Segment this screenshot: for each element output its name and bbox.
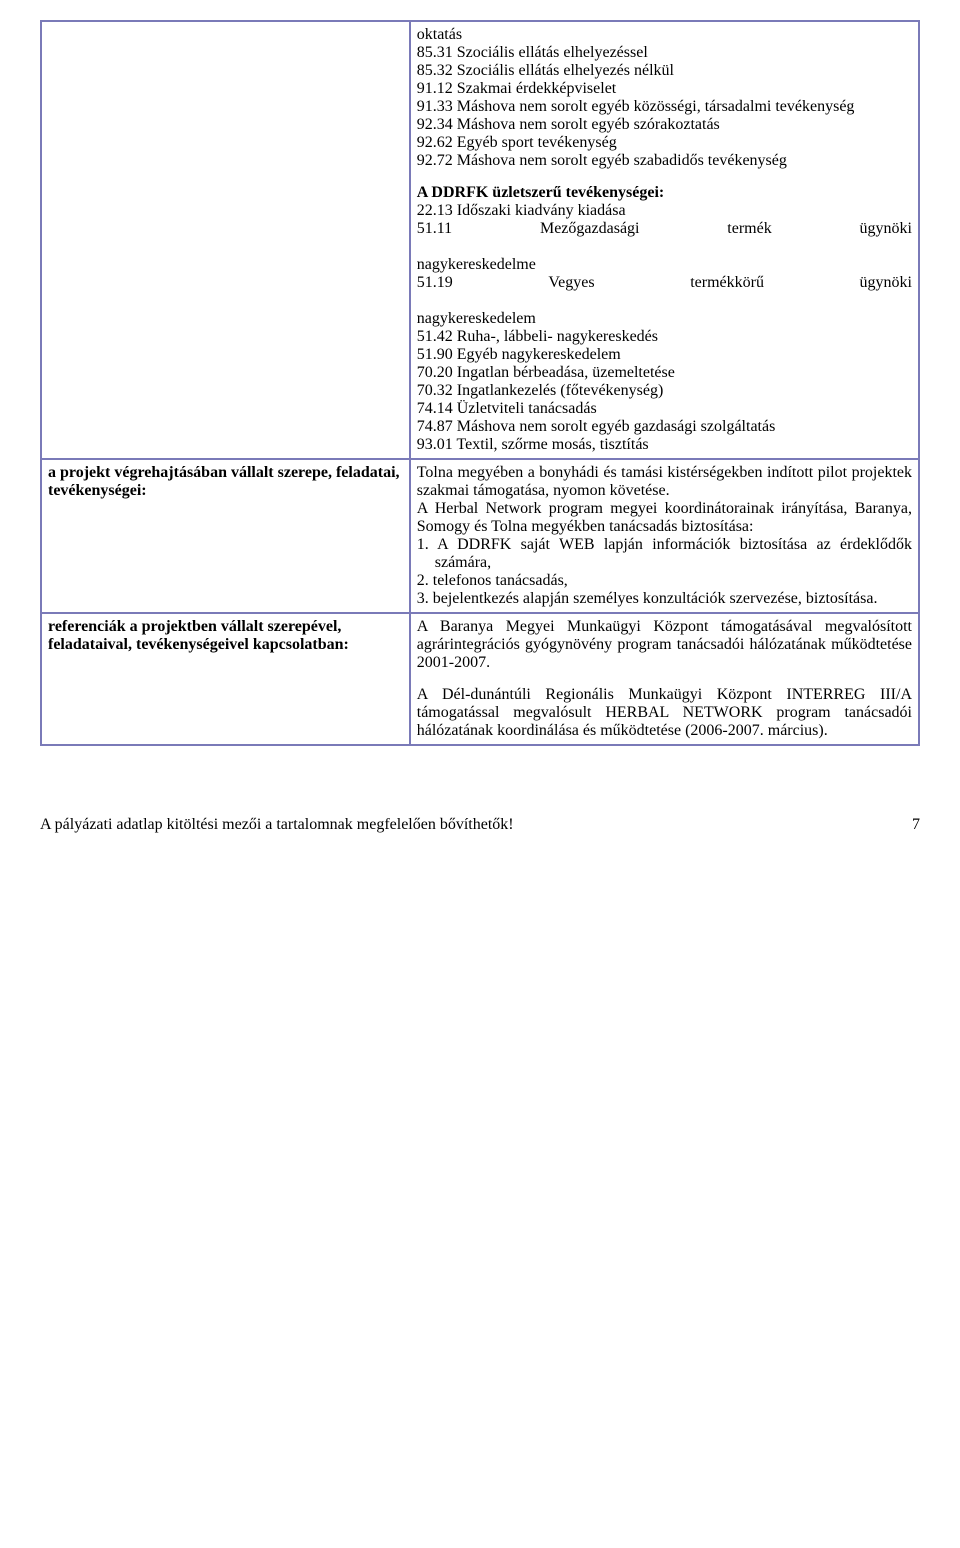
row3-para2: A Dél-dunántúli Regionális Munkaügyi Köz…	[417, 686, 912, 740]
row1-label-cell	[41, 21, 410, 459]
activity-line: 51.42 Ruha-, lábbeli- nagykereskedés	[417, 328, 912, 346]
activity-line: 91.12 Szakmai érdekképviselet	[417, 80, 912, 98]
list-item: 3. bejelentkezés alapján személyes konzu…	[417, 590, 912, 608]
activity-line: 22.13 Időszaki kiadvány kiadása	[417, 202, 912, 220]
page-footer: A pályázati adatlap kitöltési mezői a ta…	[40, 816, 920, 834]
activity-line: 93.01 Textil, szőrme mosás, tisztítás	[417, 436, 912, 454]
row2-content-cell: Tolna megyében a bonyhádi és tamási kist…	[410, 459, 919, 613]
activity-line: 70.20 Ingatlan bérbeadása, üzemeltetése	[417, 364, 912, 382]
table-row: a projekt végrehajtásában vállalt szerep…	[41, 459, 919, 613]
activity-line: 85.31 Szociális ellátás elhelyezéssel	[417, 44, 912, 62]
list-item: 1. A DDRFK saját WEB lapján információk …	[417, 536, 912, 572]
list-item: 2. telefonos tanácsadás,	[417, 572, 912, 590]
activity-line: 91.33 Máshova nem sorolt egyéb közösségi…	[417, 98, 912, 116]
row2-para2: A Herbal Network program megyei koordiná…	[417, 500, 912, 536]
activity-line: 92.34 Máshova nem sorolt egyéb szórakozt…	[417, 116, 912, 134]
activity-line: 85.32 Szociális ellátás elhelyezés nélkü…	[417, 62, 912, 80]
table-row: oktatás 85.31 Szociális ellátás elhelyez…	[41, 21, 919, 459]
activity-line: 74.14 Üzletviteli tanácsadás	[417, 400, 912, 418]
row2-intro: Tolna megyében a bonyhádi és tamási kist…	[417, 464, 912, 500]
activities-heading: A DDRFK üzletszerű tevékenységei:	[417, 184, 912, 202]
activity-line: 51.19 Vegyes termékkörű ügynökinagykeres…	[417, 274, 912, 328]
row3-label-cell: referenciák a projektben vállalt szerepé…	[41, 613, 410, 745]
footer-text: A pályázati adatlap kitöltési mezői a ta…	[40, 816, 514, 834]
row2-label-cell: a projekt végrehajtásában vállalt szerep…	[41, 459, 410, 613]
row2-list: 1. A DDRFK saját WEB lapján információk …	[417, 536, 912, 608]
activity-line: 74.87 Máshova nem sorolt egyéb gazdasági…	[417, 418, 912, 436]
row3-para1: A Baranya Megyei Munkaügyi Központ támog…	[417, 618, 912, 672]
table-row: referenciák a projektben vállalt szerepé…	[41, 613, 919, 745]
activity-line: 70.32 Ingatlankezelés (főtevékenység)	[417, 382, 912, 400]
activity-line: oktatás	[417, 26, 912, 44]
activity-line: 92.62 Egyéb sport tevékenység	[417, 134, 912, 152]
activity-line: 92.72 Máshova nem sorolt egyéb szabadidő…	[417, 152, 912, 170]
row3-content-cell: A Baranya Megyei Munkaügyi Központ támog…	[410, 613, 919, 745]
row1-content-cell: oktatás 85.31 Szociális ellátás elhelyez…	[410, 21, 919, 459]
form-table: oktatás 85.31 Szociális ellátás elhelyez…	[40, 20, 920, 746]
page-number: 7	[912, 816, 920, 834]
activity-line: 51.11 Mezőgazdasági termék ügynökinagyke…	[417, 220, 912, 274]
activity-line: 51.90 Egyéb nagykereskedelem	[417, 346, 912, 364]
